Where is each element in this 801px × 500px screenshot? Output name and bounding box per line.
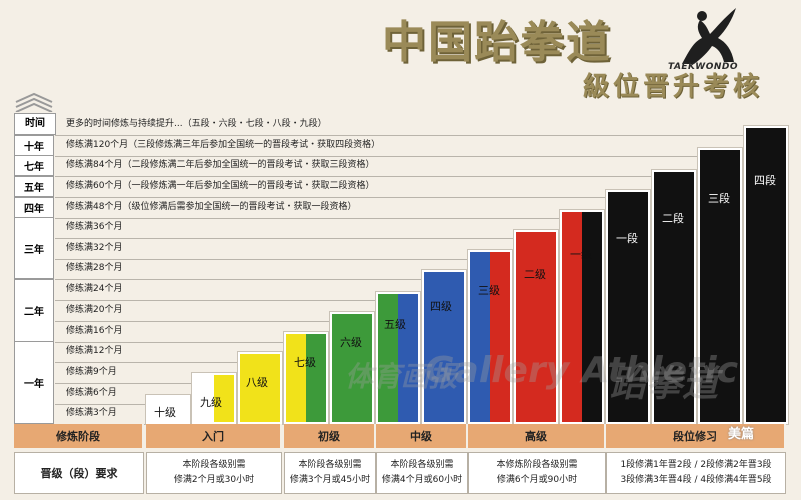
row-divider: [55, 156, 745, 157]
logo-text: TAEKWONDO: [668, 62, 739, 72]
stages-header: 修炼阶段: [14, 424, 144, 448]
watermark-tkd: 跆拳道: [610, 364, 719, 405]
belt-label: 七级: [294, 356, 316, 369]
row-divider: [55, 279, 745, 280]
row-text: 修练满28个月: [66, 263, 123, 273]
belt-bar: [514, 230, 558, 424]
belt-bar: [330, 312, 374, 424]
belt-bar: [698, 148, 742, 424]
requirement-cell: 1段修满1年晋2段 / 2段修满2年晋3段 3段修满3年晋4段 / 4段修满4年晋…: [606, 452, 786, 494]
page-subtitle: 級位晋升考核: [583, 72, 764, 102]
row-divider: [55, 218, 745, 219]
row-divider: [55, 135, 745, 136]
requirements-header: 晋级（段）要求: [14, 452, 144, 494]
requirement-line: 本阶段各级别需: [390, 460, 454, 470]
stage-cell: 高级: [468, 424, 606, 448]
belt-label: 四级: [430, 300, 452, 313]
taekwondo-kicker-icon: [682, 8, 736, 64]
stage-cell: 初级: [284, 424, 376, 448]
row-divider: [55, 259, 745, 260]
row-divider: [55, 238, 745, 239]
belt-label: 八级: [246, 376, 268, 389]
watermark-cn: 体育画报: [345, 360, 458, 393]
belt-bar: [376, 292, 420, 424]
belt-label: 三段: [708, 192, 730, 205]
stage-cell: 中级: [376, 424, 468, 448]
requirement-cell: 本修炼阶段各级别需 修满6个月或90小时: [468, 452, 606, 494]
time-cell: 七年: [14, 155, 54, 176]
page-title: 中国跆拳道: [382, 17, 612, 68]
belt-label: 二级: [524, 268, 546, 281]
requirement-line: 修满4个月或60小时: [381, 475, 463, 485]
time-cell: 三年: [14, 217, 54, 279]
row-text: 修练满32个月: [66, 243, 123, 253]
time-cell: 四年: [14, 197, 54, 218]
row-text: 修练满16个月: [66, 326, 123, 336]
belt-label: 三级: [478, 284, 500, 297]
time-column-header: 时间: [14, 113, 56, 135]
stage-cell: 入门: [146, 424, 282, 448]
time-cell: 五年: [14, 176, 54, 197]
row-text: 修练满9个月: [66, 367, 117, 377]
watermark-en: Gallery Athletic: [425, 350, 739, 391]
row-divider: [55, 197, 745, 198]
row-text: 修练满84个月（二段修炼满二年后参加全国统一的晋段考试・获取三段资格）: [66, 160, 375, 170]
row-text: 修练满20个月: [66, 305, 123, 315]
row-text: 修练满24个月: [66, 284, 123, 294]
belt-label: 二段: [662, 212, 684, 225]
requirement-line: 修满6个月或90小时: [496, 475, 578, 485]
requirement-line: 修满3个月或45小时: [289, 475, 371, 485]
row-divider: [55, 176, 745, 177]
requirement-line: 3段修满3年晋4段 / 4段修满4年晋5段: [620, 475, 772, 485]
requirement-line: 修满2个月或30小时: [173, 475, 255, 485]
belt-bar: [192, 373, 236, 424]
belt-label: 四段: [754, 174, 776, 187]
time-cell: 一年: [14, 341, 54, 424]
row-text: 修练满12个月: [66, 346, 123, 356]
belt-bar: [560, 210, 604, 424]
row-text: 修练满3个月: [66, 408, 117, 418]
belt-chevron-icon: [15, 92, 53, 112]
requirement-line: 本修炼阶段各级别需: [496, 460, 578, 470]
belt-label: 十级: [154, 406, 176, 419]
belt-bar: [652, 170, 696, 424]
belt-bar: [606, 190, 650, 424]
belt-label: 一段: [616, 232, 638, 245]
stage-cell: 段位修习: [606, 424, 786, 448]
belt-bar: [146, 395, 190, 424]
requirement-cell: 本阶段各级别需 修满4个月或60小时: [376, 452, 468, 494]
belt-label: 六级: [340, 336, 362, 349]
row-text: 修练满120个月（三段修炼满三年后参加全国统一的晋段考试・获取四段资格）: [66, 140, 381, 150]
requirement-line: 1段修满1年晋2段 / 2段修满2年晋3段: [620, 460, 772, 470]
row-text: 修练满48个月（级位修满后需参加全国统一的晋段考试・获取一段资格）: [66, 202, 357, 212]
meipian-watermark: 美篇: [728, 427, 755, 442]
belt-bar: [284, 332, 328, 424]
belt-label: 九级: [200, 396, 222, 409]
belt-bar: [238, 352, 282, 424]
requirement-line: 本阶段各级别需: [182, 460, 246, 470]
row-text: 更多的时间修炼与持续提升...（五段・六段・七段・八段・九段）: [66, 119, 327, 129]
row-text: 修练满60个月（一段修炼满一年后参加全国统一的晋段考试・获取二段资格）: [66, 181, 375, 191]
requirement-line: 本阶段各级别需: [298, 460, 362, 470]
time-cell: 二年: [14, 279, 54, 342]
requirement-cell: 本阶段各级别需 修满2个月或30小时: [146, 452, 282, 494]
belt-bar: [744, 126, 788, 424]
row-text: 修练满6个月: [66, 388, 117, 398]
belt-label: 五级: [384, 318, 406, 331]
time-cell: 十年: [14, 135, 54, 156]
belt-bar: [468, 250, 512, 424]
row-text: 修练满36个月: [66, 222, 123, 232]
requirement-cell: 本阶段各级别需 修满3个月或45小时: [284, 452, 376, 494]
belt-label: 一级: [570, 248, 592, 261]
belt-bar: [422, 270, 466, 424]
